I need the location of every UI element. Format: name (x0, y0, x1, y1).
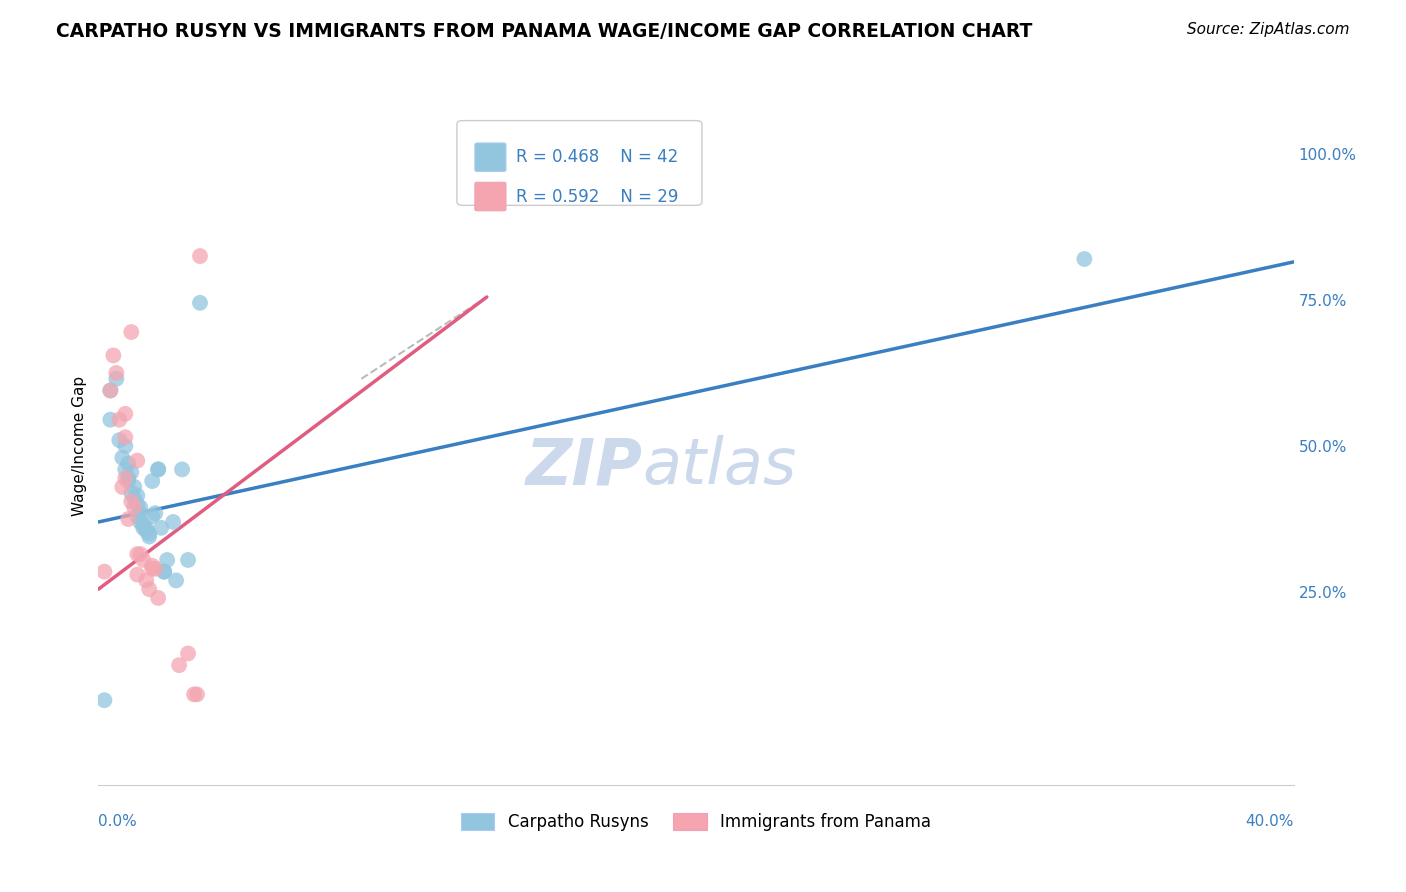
Point (111, 480, 134, 494)
Text: atlas: atlas (643, 435, 796, 498)
Point (111, 450, 134, 465)
Point (153, 565, 176, 579)
Point (127, 509, 149, 524)
Point (141, 558, 163, 573)
Text: Source: ZipAtlas.com: Source: ZipAtlas.com (1187, 22, 1350, 37)
Text: 0.0%: 0.0% (98, 814, 138, 829)
Point (129, 500, 152, 515)
Point (148, 462, 170, 476)
Point (114, 462, 136, 476)
Point (135, 524, 157, 538)
FancyBboxPatch shape (475, 143, 506, 171)
Point (165, 574, 187, 588)
Point (117, 474, 139, 488)
Point (129, 515, 152, 529)
Point (188, 295, 211, 310)
Point (114, 471, 136, 485)
Point (114, 407, 136, 421)
Point (138, 582, 160, 597)
Point (177, 647, 200, 661)
Point (150, 521, 173, 535)
Text: CARPATHO RUSYN VS IMMIGRANTS FROM PANAMA WAGE/INCOME GAP CORRELATION CHART: CARPATHO RUSYN VS IMMIGRANTS FROM PANAMA… (56, 22, 1032, 41)
Point (183, 687, 205, 701)
Point (132, 521, 155, 535)
Point (156, 553, 179, 567)
FancyBboxPatch shape (475, 182, 506, 211)
Point (141, 509, 163, 524)
Point (148, 591, 170, 605)
Point (93, 693, 115, 707)
Point (143, 506, 166, 520)
Point (93, 565, 115, 579)
Point (98, 413, 122, 427)
Point (132, 553, 155, 567)
Point (132, 517, 155, 532)
Text: 40.0%: 40.0% (1246, 814, 1294, 829)
Point (135, 521, 157, 535)
Point (127, 453, 149, 467)
Point (120, 465, 142, 479)
Legend: Carpatho Rusyns, Immigrants from Panama: Carpatho Rusyns, Immigrants from Panama (454, 806, 938, 838)
Point (172, 462, 194, 476)
Point (124, 491, 146, 506)
Point (114, 439, 136, 453)
Point (186, 687, 208, 701)
Point (108, 413, 131, 427)
Point (105, 372, 128, 386)
Point (117, 471, 139, 485)
FancyBboxPatch shape (457, 120, 702, 205)
Point (177, 553, 200, 567)
Point (127, 489, 149, 503)
Point (127, 547, 149, 561)
Text: R = 0.468    N = 42: R = 0.468 N = 42 (516, 148, 678, 166)
Point (129, 506, 152, 520)
Point (127, 498, 149, 512)
Point (135, 574, 157, 588)
Point (129, 547, 152, 561)
Point (141, 474, 163, 488)
Point (141, 562, 163, 576)
Point (120, 494, 142, 508)
Point (167, 658, 190, 673)
Point (120, 485, 142, 500)
Y-axis label: Wage/Income Gap: Wage/Income Gap (72, 376, 87, 516)
Point (120, 325, 142, 339)
Point (153, 565, 176, 579)
Point (143, 562, 166, 576)
Point (138, 526, 160, 541)
Point (114, 430, 136, 444)
Point (188, 249, 211, 263)
Point (117, 512, 139, 526)
Point (124, 480, 146, 494)
Point (98, 384, 122, 398)
Point (117, 457, 139, 471)
Point (127, 567, 149, 582)
Point (108, 433, 131, 447)
Point (138, 530, 160, 544)
Point (162, 515, 184, 529)
Point (1073, 252, 1095, 266)
Point (124, 500, 146, 515)
Text: R = 0.592    N = 29: R = 0.592 N = 29 (516, 187, 678, 205)
Point (148, 462, 170, 476)
Point (105, 366, 128, 380)
Text: ZIP: ZIP (526, 435, 643, 498)
Point (98, 384, 122, 398)
Point (103, 348, 125, 362)
